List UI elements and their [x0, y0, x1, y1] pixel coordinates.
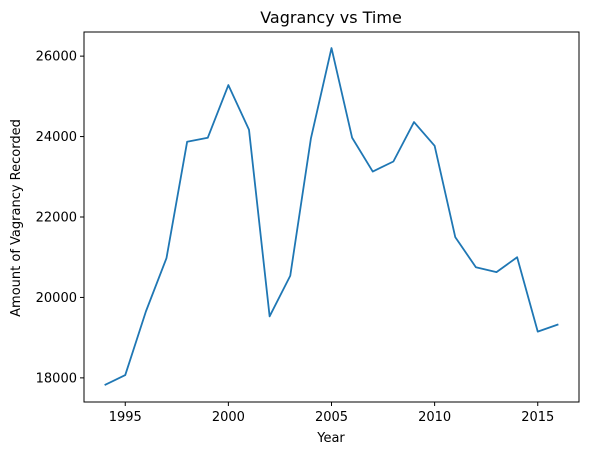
plot-frame [83, 31, 580, 403]
y-tick-label: 18000 [36, 371, 77, 386]
y-tick-label: 20000 [36, 291, 77, 306]
chart-title: Vagrancy vs Time [260, 8, 402, 27]
y-axis-title: Amount of Vagrancy Recorded [9, 119, 24, 317]
x-tick-label: 2005 [315, 410, 348, 425]
y-tick-label: 24000 [36, 130, 77, 145]
y-tick-label: 22000 [36, 211, 77, 226]
plot-area: 1995 2000 2005 2010 2015 18000 20000 22000 24000… [36, 31, 580, 425]
y-tick-label: 26000 [36, 50, 77, 65]
x-axis-title: Year [316, 431, 345, 446]
x-tick-label: 1995 [109, 410, 142, 425]
x-tick-label: 2015 [521, 410, 554, 425]
x-tick-label: 2000 [212, 410, 245, 425]
series-line-vagrancy [104, 47, 559, 386]
x-tick-label: 2010 [418, 410, 451, 425]
